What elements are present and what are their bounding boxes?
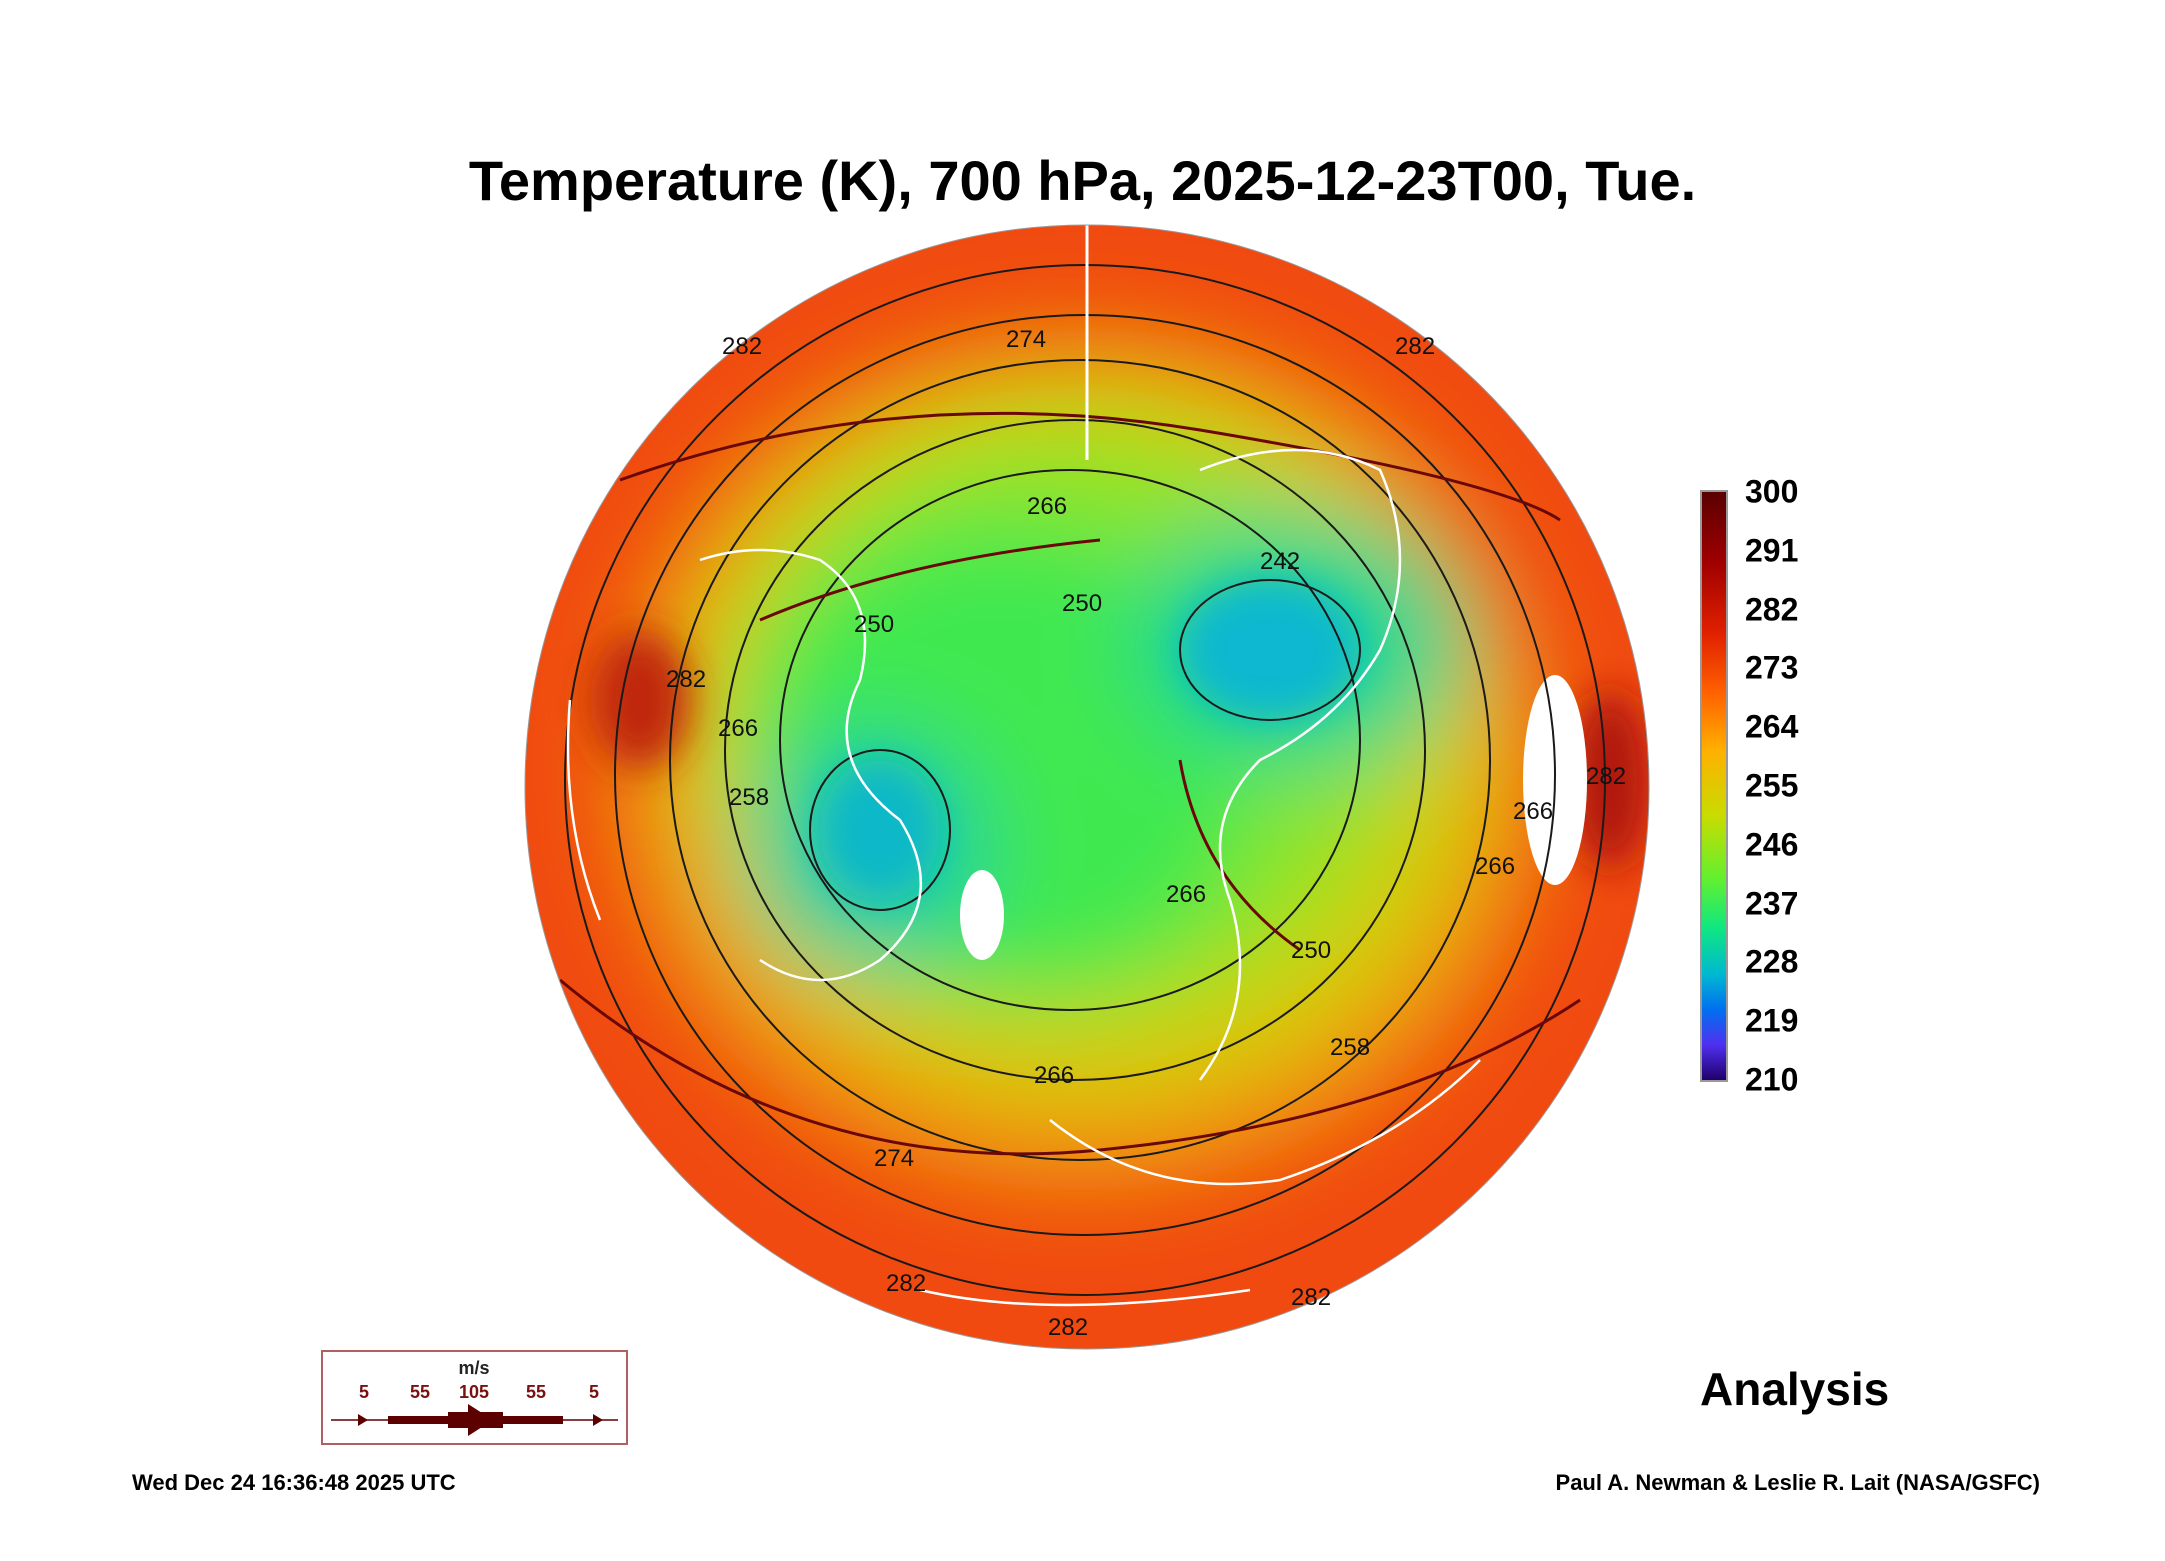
- contour-label: 282: [722, 333, 762, 360]
- colorbar-tick-label: 264: [1745, 708, 1799, 745]
- colorbar-tick-label: 219: [1745, 1002, 1799, 1039]
- wind-streamlines: [559, 411, 1581, 1156]
- coastlines: [566, 448, 1481, 1307]
- colorbar-tick-label: 273: [1745, 649, 1799, 686]
- colorbar-tick-label: 246: [1745, 826, 1799, 863]
- contour-label: 266: [718, 715, 758, 742]
- contour-label: 258: [729, 784, 769, 811]
- colorbar-tick-label: 210: [1745, 1061, 1799, 1098]
- contour-label: 266: [1513, 798, 1553, 825]
- contour-label: 282: [886, 1270, 926, 1297]
- contour-label: 266: [1166, 881, 1206, 908]
- wind-label: 105: [458, 1382, 490, 1402]
- colorbar: [1700, 490, 1728, 1082]
- colorbar-tick-label: 237: [1745, 885, 1799, 922]
- contour-label: 282: [1586, 763, 1626, 790]
- temperature-field: [525, 225, 1649, 1349]
- contour-label: 250: [1062, 590, 1102, 617]
- contour-label: 282: [1291, 1284, 1331, 1311]
- wind-label: 5: [358, 1382, 370, 1402]
- wind-label: 55: [525, 1382, 547, 1402]
- analysis-label: Analysis: [1700, 1363, 1890, 1415]
- contour-label: 274: [874, 1145, 914, 1172]
- wind-label: 5: [588, 1382, 600, 1402]
- generated-timestamp: Wed Dec 24 16:36:48 2025 UTC: [132, 1470, 456, 1495]
- colorbar-tick-label: 282: [1745, 591, 1799, 628]
- wind-speed-legend: m/s 5 55 105 55 5: [321, 1350, 628, 1445]
- contour-lines: [564, 264, 1606, 1296]
- contour-label: 282: [1048, 1314, 1088, 1341]
- wind-unit: m/s: [458, 1358, 490, 1378]
- contour-label: 282: [1395, 333, 1435, 360]
- colorbar-tick-label: 255: [1745, 767, 1799, 804]
- colorbar-tick-label: 291: [1745, 532, 1799, 569]
- contour-label: 250: [1291, 937, 1331, 964]
- credit-text: Paul A. Newman & Leslie R. Lait (NASA/GS…: [1555, 1470, 2040, 1495]
- wind-label: 55: [409, 1382, 431, 1402]
- contour-label: 242: [1260, 548, 1300, 575]
- contour-labels: 282 274 282 266 242 250 250 266 258 282 266 266 266 2…: [666, 326, 1626, 1341]
- colorbar-tick-label: 228: [1745, 943, 1799, 980]
- chart-title: Temperature (K), 700 hPa, 2025-12-23T00,…: [468, 149, 1697, 212]
- contour-label: 266: [1027, 493, 1067, 520]
- contour-label: 266: [1475, 853, 1515, 880]
- colorbar-tick-label: 300: [1745, 473, 1799, 510]
- contour-label: 282: [666, 666, 706, 693]
- contour-label: 266: [1034, 1062, 1074, 1089]
- contour-label: 250: [854, 611, 894, 638]
- missing-data-region: [960, 870, 1004, 960]
- contour-label: 258: [1330, 1034, 1370, 1061]
- wind-arrow-scale: [331, 1404, 618, 1436]
- contour-label: 274: [1006, 326, 1046, 353]
